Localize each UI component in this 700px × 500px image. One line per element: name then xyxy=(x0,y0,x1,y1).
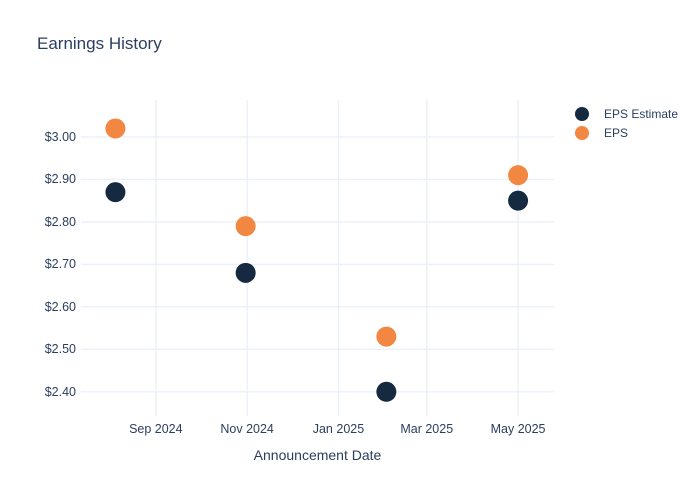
chart-title: Earnings History xyxy=(37,34,162,53)
y-tick-label: $2.50 xyxy=(44,342,76,357)
x-tick-label: May 2025 xyxy=(490,422,546,436)
eps-point[interactable] xyxy=(376,326,397,347)
x-axis-title: Announcement Date xyxy=(253,447,382,463)
eps-estimate-point[interactable] xyxy=(235,262,256,283)
legend-label: EPS Estimate xyxy=(604,106,679,121)
legend: EPS Estimate EPS xyxy=(575,104,678,143)
y-tick-label: $2.60 xyxy=(44,299,76,314)
eps-point[interactable] xyxy=(235,216,256,237)
y-tick-label: $2.90 xyxy=(44,172,76,187)
eps-estimate-legend-marker-icon xyxy=(575,106,589,121)
x-tick-label: Jan 2025 xyxy=(312,422,365,436)
y-tick-label: $3.00 xyxy=(44,129,76,144)
x-tick-label: Sep 2024 xyxy=(129,422,183,436)
legend-item-eps-estimate[interactable]: EPS Estimate xyxy=(575,104,678,124)
eps-estimate-point[interactable] xyxy=(376,381,397,402)
y-tick-label: $2.70 xyxy=(44,257,76,272)
legend-item-eps[interactable]: EPS xyxy=(575,124,678,144)
y-tick-label: $2.40 xyxy=(44,384,76,399)
legend-label: EPS xyxy=(604,126,629,141)
x-tick-label: Nov 2024 xyxy=(220,422,274,436)
eps-estimate-point[interactable] xyxy=(508,190,529,211)
eps-legend-marker-icon xyxy=(575,126,589,141)
eps-point[interactable] xyxy=(105,118,126,139)
x-tick-label: Mar 2025 xyxy=(400,422,454,436)
eps-point[interactable] xyxy=(508,165,529,186)
y-tick-label: $2.80 xyxy=(44,214,76,229)
eps-estimate-point[interactable] xyxy=(105,182,126,203)
